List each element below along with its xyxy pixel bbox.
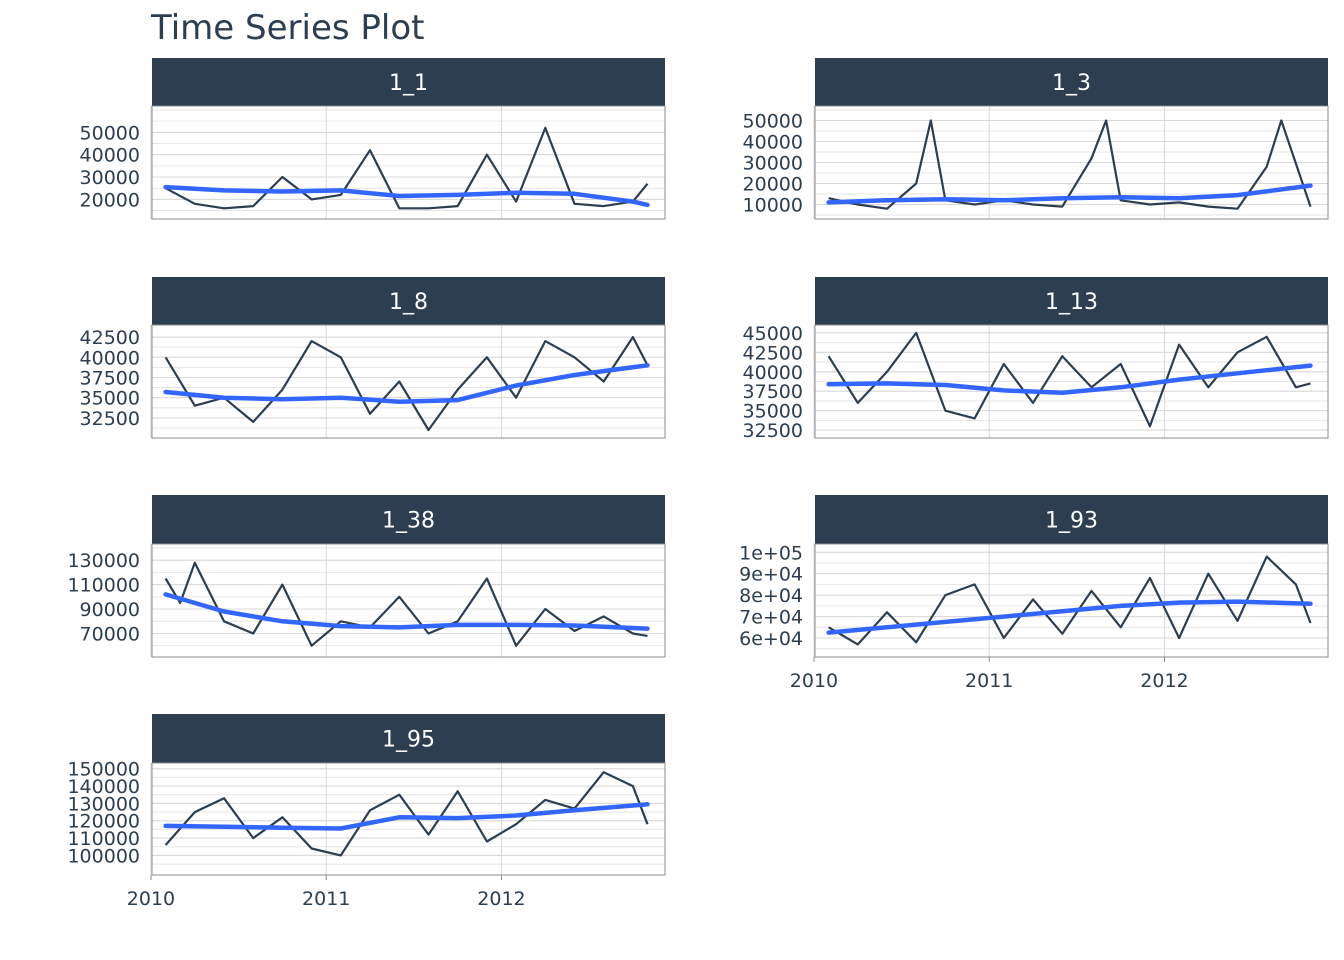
series-line: [828, 119, 1312, 210]
smooth-line: [826, 183, 1313, 205]
y-tick-label: 100000: [67, 845, 140, 867]
y-tick-label: 40000: [80, 347, 140, 369]
series-line: [164, 771, 649, 857]
facet-strip-label: 1_95: [382, 728, 435, 753]
series-line: [828, 555, 1312, 646]
y-tick-label: 6e+04: [739, 628, 803, 650]
y-tick-label: 40000: [743, 362, 803, 384]
y-tick-label: 35000: [80, 388, 140, 410]
y-tick-label: 140000: [67, 776, 140, 798]
x-tick-label: 2011: [965, 670, 1013, 692]
y-tick-label: 70000: [80, 623, 140, 645]
smooth-line: [163, 592, 650, 631]
panel-border: [814, 324, 1329, 439]
page-title: Time Series Plot: [151, 8, 425, 48]
x-tick-label: 2012: [477, 888, 525, 910]
y-tick-label: 30000: [743, 153, 803, 175]
y-tick-label: 90000: [80, 599, 140, 621]
smooth-line: [826, 599, 1313, 635]
y-tick-label: 50000: [743, 111, 803, 133]
facet-strip: [152, 495, 665, 544]
series-line: [827, 331, 1311, 428]
y-tick-label: 40000: [80, 145, 140, 167]
y-tick-label: 1e+05: [739, 542, 803, 564]
panel-border: [814, 543, 1329, 658]
facet-strip-label: 1_8: [389, 290, 428, 315]
facet-strip: [152, 714, 665, 763]
y-tick-label: 42500: [743, 342, 803, 364]
series-line: [165, 126, 649, 210]
y-tick-label: 37500: [743, 381, 803, 403]
y-tick-label: 40000: [743, 132, 803, 154]
y-tick-label: 110000: [67, 828, 140, 850]
facet-strip: [815, 495, 1328, 544]
facet-strip-label: 1_3: [1052, 71, 1091, 96]
facet-strip-label: 1_1: [389, 71, 428, 96]
facet-strip: [152, 277, 665, 325]
panel-border: [151, 324, 666, 439]
y-tick-label: 20000: [80, 189, 140, 211]
smooth-line: [826, 363, 1313, 396]
y-tick-label: 10000: [743, 195, 803, 217]
facet-strip-label: 1_38: [382, 509, 435, 534]
y-tick-label: 35000: [743, 401, 803, 423]
facet-strip: [815, 277, 1328, 325]
smooth-line: [163, 363, 650, 404]
facet-strip-label: 1_13: [1045, 290, 1098, 315]
y-tick-label: 110000: [67, 575, 140, 597]
x-tick-label: 2010: [127, 888, 175, 910]
smooth-line: [163, 802, 650, 831]
y-tick-label: 50000: [80, 122, 140, 144]
x-tick-label: 2011: [302, 888, 350, 910]
y-tick-label: 120000: [67, 811, 140, 833]
y-tick-label: 20000: [743, 174, 803, 196]
series-line: [164, 561, 648, 647]
y-tick-label: 7e+04: [739, 607, 803, 629]
y-tick-label: 9e+04: [739, 564, 803, 586]
x-tick-label: 2010: [790, 670, 838, 692]
y-tick-label: 32500: [80, 408, 140, 430]
panel-border: [151, 105, 666, 220]
facet-strip: [815, 58, 1328, 106]
x-tick-label: 2012: [1140, 670, 1188, 692]
panel-border: [151, 762, 666, 876]
facet-strip: [152, 58, 665, 106]
facet-panel-1_95: 1_95 100000110000120000130000140000150000…: [67, 714, 666, 910]
y-tick-label: 45000: [743, 323, 803, 345]
y-tick-label: 130000: [67, 793, 140, 815]
y-tick-label: 150000: [67, 759, 140, 781]
series-line: [164, 336, 649, 432]
y-tick-label: 42500: [80, 327, 140, 349]
y-tick-label: 32500: [743, 420, 803, 442]
facet-strip-label: 1_93: [1045, 509, 1098, 534]
y-tick-label: 30000: [80, 167, 140, 189]
y-tick-label: 8e+04: [739, 585, 803, 607]
y-tick-label: 37500: [80, 367, 140, 389]
y-tick-label: 130000: [67, 550, 140, 572]
smooth-line: [163, 184, 650, 208]
panel-border: [814, 105, 1329, 220]
panel-border: [151, 543, 666, 658]
